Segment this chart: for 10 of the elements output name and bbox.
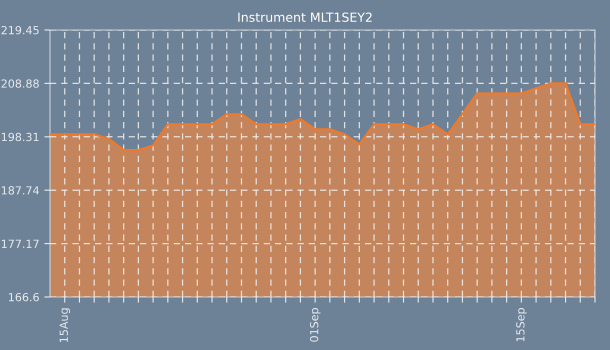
x-tick-label: 01Sep	[310, 308, 321, 342]
y-tick-label: 177.17	[2, 240, 39, 248]
x-tick-label: 15Sep	[516, 308, 527, 342]
y-tick-label: 187.74	[2, 186, 39, 195]
x-tick-label: 15Aug	[60, 308, 70, 342]
y-tick-label: 208.88	[2, 79, 39, 88]
chart-title: Instrument MLT1SEY2	[238, 12, 372, 22]
y-tick-label: 198.31	[2, 132, 39, 142]
y-tick-label: 166.6	[8, 292, 39, 302]
y-tick-label: 219.45	[2, 26, 39, 34]
